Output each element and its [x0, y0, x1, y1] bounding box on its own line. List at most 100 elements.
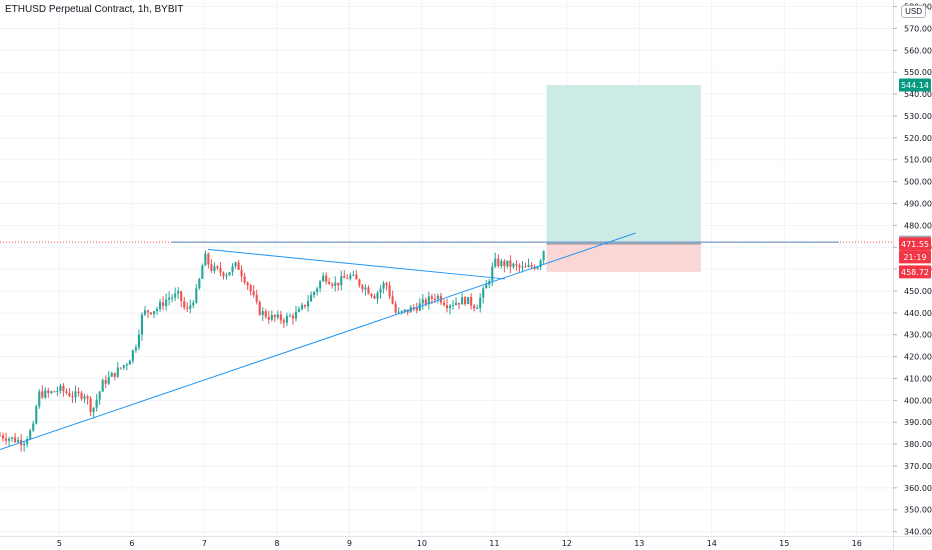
candle-body — [140, 314, 144, 335]
candle-body — [77, 391, 80, 393]
candle-body — [515, 263, 518, 266]
candle-body — [234, 262, 237, 267]
candle-body — [240, 269, 243, 277]
candle-body — [394, 303, 397, 313]
candle-body — [222, 272, 225, 277]
candle-body — [388, 285, 391, 297]
candle-body — [134, 347, 137, 351]
candle-body — [50, 391, 53, 393]
candle-body — [506, 260, 509, 267]
candle-body — [470, 297, 473, 306]
candle-body — [53, 391, 56, 393]
candle-body — [149, 312, 153, 315]
candle-body — [171, 297, 174, 299]
x-tick-label: 16 — [852, 539, 862, 548]
price-badge-label: 544.14 — [901, 81, 929, 90]
x-tick-label: 15 — [779, 539, 789, 548]
candle-body — [364, 287, 367, 290]
y-tick-label: 380.00 — [904, 440, 932, 449]
candle-body — [343, 276, 346, 279]
candle-body — [4, 438, 8, 441]
candle-body — [0, 435, 2, 437]
candle-body — [56, 391, 59, 393]
currency-button[interactable]: USD — [901, 5, 926, 18]
candle-body — [101, 380, 104, 392]
candle-body — [361, 285, 364, 290]
profit-zone[interactable] — [546, 85, 701, 244]
x-tick-label: 9 — [347, 539, 352, 548]
candle-body — [322, 275, 325, 282]
candle-body — [325, 275, 328, 282]
candle-body — [125, 364, 128, 366]
candle-body — [183, 301, 186, 308]
candle-body — [485, 284, 488, 289]
price-axis[interactable]: 340.00 350.00 360.00 370.00 380.00 390.00 400.… — [893, 0, 932, 550]
candle-body — [436, 295, 439, 300]
candle-body — [249, 285, 252, 292]
candle-body — [445, 305, 449, 309]
price-badge — [899, 265, 931, 279]
candle-body — [276, 314, 279, 318]
candle-body — [174, 293, 177, 298]
candle-body — [83, 396, 86, 399]
candle-body — [297, 309, 301, 312]
trendlines[interactable] — [0, 232, 636, 451]
candle-body — [35, 406, 38, 424]
candle-body — [113, 372, 116, 377]
y-tick-label: 490.00 — [904, 199, 932, 208]
candle-body — [316, 288, 319, 292]
candle-body — [68, 393, 71, 397]
candle-body — [282, 320, 285, 323]
candle-body — [180, 291, 183, 302]
price-badge-label: 458.72 — [901, 268, 929, 277]
y-tick-label: 480.00 — [904, 221, 932, 230]
candle-body — [352, 274, 355, 276]
candle-body — [458, 302, 461, 305]
candle-body — [207, 253, 210, 265]
position-tool[interactable] — [546, 85, 701, 272]
y-tick-label: 430.00 — [904, 331, 932, 340]
candle-body — [225, 275, 228, 277]
candle-body — [403, 309, 406, 311]
candle-body — [155, 309, 159, 312]
x-tick-label: 12 — [562, 539, 572, 548]
candle-body — [306, 301, 310, 307]
candle-body — [442, 302, 446, 306]
candle-body — [497, 258, 500, 266]
y-tick-label: 420.00 — [904, 353, 932, 362]
candle-body — [264, 311, 267, 317]
candle-series — [0, 250, 545, 452]
candle-body — [104, 380, 107, 384]
y-tick-label: 390.00 — [904, 418, 932, 427]
candle-body — [204, 253, 207, 266]
candle-body — [26, 439, 29, 444]
y-tick-label: 450.00 — [904, 287, 932, 296]
candle-body — [340, 276, 343, 286]
y-tick-label: 550.00 — [904, 68, 932, 77]
candle-body — [536, 267, 539, 269]
loss-zone[interactable] — [546, 243, 701, 272]
y-tick-label: 360.00 — [904, 484, 932, 493]
candle-body — [131, 350, 134, 361]
candle-body — [213, 266, 216, 271]
candle-body — [319, 281, 322, 289]
candle-body — [74, 391, 77, 398]
candle-body — [524, 266, 527, 268]
candle-body — [152, 311, 156, 315]
candle-body — [255, 295, 258, 302]
candle-body — [107, 376, 110, 384]
candle-body — [379, 288, 382, 293]
ascending-trendline[interactable] — [0, 232, 636, 451]
candle-body — [146, 310, 150, 313]
candle-body — [62, 385, 65, 392]
candle-body — [237, 262, 240, 270]
candle-body — [500, 260, 503, 266]
candle-body — [65, 391, 68, 394]
descending-trendline[interactable] — [207, 248, 506, 280]
candle-body — [427, 296, 430, 305]
time-axis[interactable]: 5 6 7 8 9 10 11 12 13 14 15 16 — [0, 536, 932, 549]
candle-body — [476, 307, 479, 309]
candle-body — [382, 283, 385, 289]
candle-body — [421, 299, 424, 304]
